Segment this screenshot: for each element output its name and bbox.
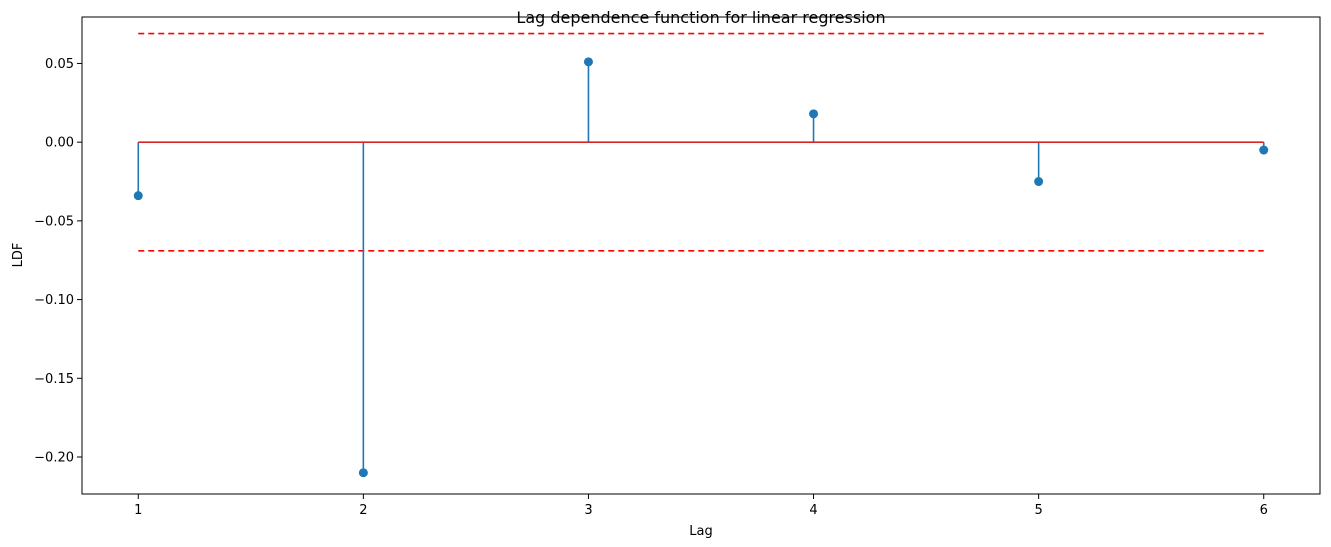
stem-marker [809,109,819,119]
stem-marker [358,468,368,478]
y-tick-label: 0.00 [45,136,74,151]
x-tick-label: 3 [584,503,592,518]
x-tick-label: 6 [1260,503,1268,518]
plot-area [81,16,1321,495]
y-tick-label: 0.05 [45,57,74,72]
y-tick-label: −0.10 [34,293,74,308]
stem-marker [1259,145,1269,155]
y-tick-label: −0.20 [34,451,74,466]
y-axis-label: LDF [11,243,26,268]
y-tick-label: −0.15 [34,372,74,387]
stem-marker [583,57,593,67]
x-tick-label: 1 [134,503,142,518]
stem-marker [1034,177,1044,187]
x-tick-label: 2 [359,503,367,518]
x-tick-label: 4 [809,503,817,518]
x-axis-label: Lag [689,524,712,539]
x-tick-label: 5 [1034,503,1042,518]
stem-marker [133,191,143,201]
y-tick-label: −0.05 [34,214,74,229]
